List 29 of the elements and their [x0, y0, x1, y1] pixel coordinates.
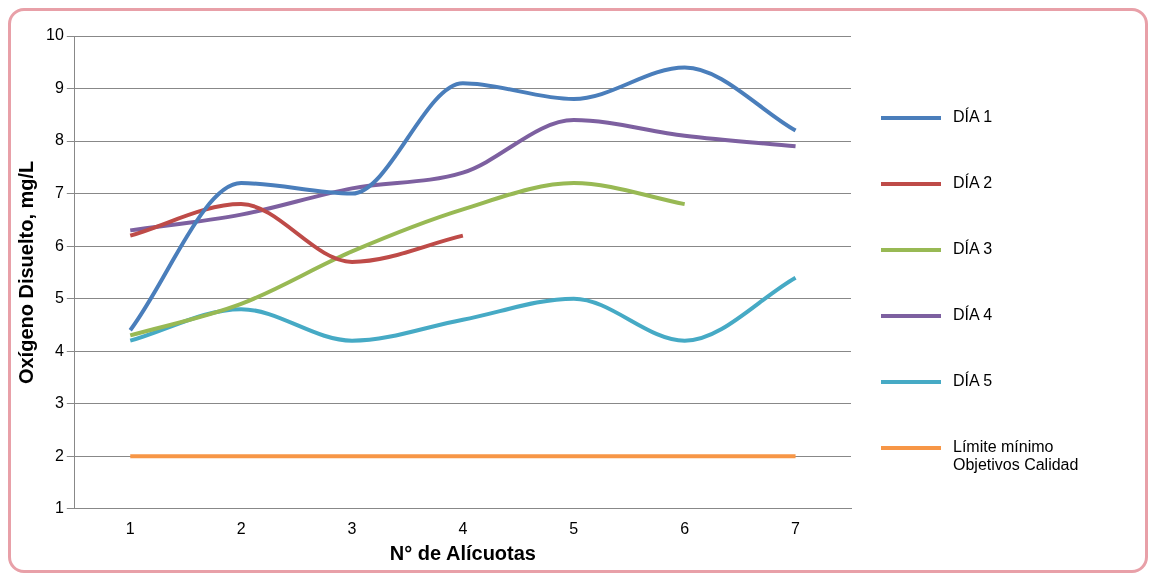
legend-label: DÍA 1 [953, 107, 994, 126]
y-tick-label: 6 [54, 236, 64, 254]
x-axis-title: N° de Alícuotas [389, 541, 536, 564]
x-tick-label: 3 [347, 519, 357, 537]
x-tick-label: 6 [680, 519, 690, 537]
line-series [128, 117, 798, 232]
line-series [128, 180, 687, 337]
legend-label: DÍA 4 [953, 305, 994, 324]
line-series [128, 275, 798, 343]
legend-label: DÍA 3 [953, 239, 994, 258]
y-tick-label: 4 [54, 341, 64, 359]
y-tick-label: 5 [54, 288, 64, 306]
y-tick-label: 9 [54, 78, 64, 96]
x-tick-label: 2 [236, 519, 246, 537]
line-series [128, 65, 798, 332]
y-tick-label: 1 [54, 498, 64, 516]
x-tick-label: 7 [791, 519, 801, 537]
x-tick-label: 5 [569, 519, 579, 537]
legend-label: DÍA 2 [953, 173, 994, 192]
y-tick-label: 7 [54, 183, 64, 201]
legend-label: DÍA 5 [953, 371, 994, 390]
y-tick-label: 2 [54, 446, 64, 464]
x-tick-label: 4 [458, 519, 468, 537]
y-axis-title: Oxígeno Disuelto, mg/L [14, 160, 37, 384]
y-tick-label: 3 [54, 393, 64, 411]
x-tick-label: 1 [125, 519, 135, 537]
legend-label: Límite mínimo Objetivos Calidad [953, 437, 1080, 474]
y-tick-label: 8 [54, 130, 64, 148]
y-tick-label: 10 [46, 25, 64, 43]
